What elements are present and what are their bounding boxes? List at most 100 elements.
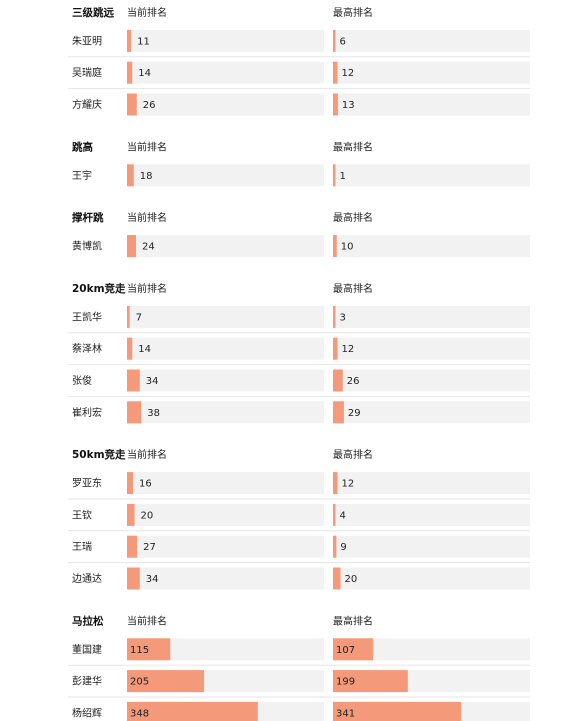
best-rank-track (333, 401, 530, 424)
current-rank-bar (127, 369, 140, 392)
best-rank-bar (333, 638, 374, 661)
current-rank-value: 20 (141, 510, 154, 521)
best-rank-bar (333, 235, 337, 258)
current-rank-track (127, 164, 324, 187)
current-rank-track (127, 235, 324, 258)
athlete-name: 边通达 (72, 573, 102, 585)
best-rank-bar (333, 93, 338, 116)
current-rank-value: 205 (130, 677, 149, 688)
best-rank-value: 12 (342, 68, 355, 79)
current-rank-value: 7 (136, 312, 142, 323)
best-rank-bar (333, 164, 336, 187)
best-rank-track (333, 472, 530, 495)
current-rank-bar (127, 164, 134, 187)
current-rank-bar (127, 535, 138, 558)
best-rank-value: 1 (340, 171, 346, 182)
athlete-name: 董国建 (72, 643, 102, 656)
current-rank-value: 348 (130, 708, 149, 719)
best-rank-header: 最高排名 (333, 614, 373, 627)
current-rank-bar (127, 638, 171, 661)
current-rank-bar (127, 337, 133, 360)
current-rank-header: 当前排名 (127, 448, 167, 461)
current-rank-track (127, 638, 324, 661)
athlete-name: 蔡泽林 (72, 342, 102, 355)
current-rank-track (127, 567, 324, 590)
best-rank-header: 最高排名 (333, 6, 373, 19)
athlete-name: 杨绍辉 (72, 706, 102, 719)
best-rank-bar (333, 472, 338, 495)
athlete-name: 王钦 (72, 509, 92, 521)
best-rank-value: 10 (341, 242, 354, 253)
best-rank-value: 6 (340, 36, 346, 47)
current-rank-track (127, 61, 324, 84)
best-rank-track (333, 337, 530, 360)
athlete-name: 方耀庆 (72, 98, 102, 111)
best-rank-track (333, 567, 530, 590)
best-rank-track (333, 93, 530, 116)
current-rank-track (127, 503, 324, 526)
current-rank-value: 24 (142, 242, 155, 253)
best-rank-bar (333, 503, 336, 526)
event-title: 20km竞走 (72, 282, 126, 295)
current-rank-header: 当前排名 (127, 282, 167, 295)
current-rank-track (127, 337, 324, 360)
current-rank-track (127, 472, 324, 495)
current-rank-bar (127, 235, 137, 258)
best-rank-value: 9 (340, 542, 346, 553)
best-rank-track (333, 535, 530, 558)
best-rank-track (333, 503, 530, 526)
event-title: 三级跳远 (72, 6, 114, 19)
current-rank-bar (127, 567, 140, 590)
best-rank-value: 4 (340, 510, 346, 521)
best-rank-value: 13 (342, 100, 355, 111)
best-rank-bar (333, 369, 343, 392)
current-rank-value: 115 (130, 645, 149, 656)
event-title: 50km竞走 (72, 448, 126, 461)
best-rank-bar (333, 401, 344, 424)
current-rank-value: 38 (147, 408, 160, 419)
current-rank-value: 34 (146, 574, 159, 585)
current-rank-track (127, 93, 324, 116)
best-rank-value: 199 (336, 677, 355, 688)
best-rank-header: 最高排名 (333, 448, 373, 461)
current-rank-track (127, 305, 324, 328)
best-rank-bar (333, 701, 462, 721)
best-rank-value: 12 (342, 344, 355, 355)
best-rank-bar (333, 305, 336, 328)
athlete-name: 黄博凯 (72, 240, 102, 253)
current-rank-track (127, 535, 324, 558)
current-rank-bar (127, 670, 205, 693)
best-rank-bar (333, 535, 337, 558)
current-rank-header: 当前排名 (127, 211, 167, 224)
best-rank-track (333, 235, 530, 258)
current-rank-track (127, 29, 324, 52)
current-rank-value: 27 (143, 542, 156, 553)
best-rank-bar (333, 670, 408, 693)
current-rank-bar (127, 701, 258, 721)
current-rank-header: 当前排名 (127, 6, 167, 19)
current-rank-header: 当前排名 (127, 614, 167, 627)
current-rank-value: 26 (143, 100, 156, 111)
event-title: 撑杆跳 (72, 211, 104, 224)
current-rank-value: 16 (139, 479, 152, 490)
current-rank-bar (127, 503, 135, 526)
best-rank-bar (333, 567, 341, 590)
current-rank-value: 11 (137, 36, 150, 47)
current-rank-header: 当前排名 (127, 140, 167, 153)
best-rank-value: 3 (340, 312, 346, 323)
athlete-name: 崔利宏 (72, 406, 102, 419)
best-rank-bar (333, 61, 338, 84)
current-rank-bar (127, 401, 142, 424)
event-title: 跳高 (72, 140, 93, 153)
current-rank-track (127, 401, 324, 424)
event-title: 马拉松 (72, 614, 104, 627)
current-rank-value: 14 (138, 344, 151, 355)
best-rank-track (333, 164, 530, 187)
best-rank-track (333, 61, 530, 84)
current-rank-value: 14 (138, 68, 151, 79)
current-rank-bar (127, 472, 134, 495)
current-rank-bar (127, 93, 137, 116)
best-rank-track (333, 369, 530, 392)
current-rank-track (127, 369, 324, 392)
